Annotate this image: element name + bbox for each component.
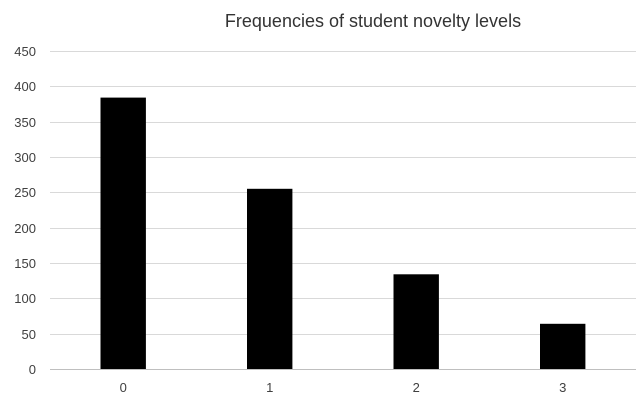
- gridlines: [50, 51, 636, 335]
- bar-1: [247, 188, 293, 369]
- y-tick-label: 150: [14, 256, 36, 271]
- y-tick-label: 350: [14, 115, 36, 130]
- bar-2: [393, 274, 439, 369]
- y-tick-labels: 0 50 100 150 200 250 300 350 400 450: [14, 44, 36, 377]
- y-tick-label: 0: [29, 362, 36, 377]
- x-tick-label: 2: [413, 380, 420, 395]
- bars: [100, 97, 586, 369]
- bar-3: [540, 323, 586, 369]
- y-tick-label: 200: [14, 221, 36, 236]
- chart-title: Frequencies of student novelty levels: [225, 11, 521, 31]
- x-tick-label: 1: [266, 380, 273, 395]
- y-tick-label: 300: [14, 150, 36, 165]
- x-tick-label: 3: [559, 380, 566, 395]
- bar-0: [100, 97, 146, 369]
- y-tick-label: 100: [14, 291, 36, 306]
- y-tick-label: 50: [22, 327, 36, 342]
- y-tick-label: 400: [14, 79, 36, 94]
- y-tick-label: 250: [14, 185, 36, 200]
- x-tick-label: 0: [120, 380, 127, 395]
- x-tick-labels: 0 1 2 3: [120, 380, 567, 395]
- y-tick-label: 450: [14, 44, 36, 59]
